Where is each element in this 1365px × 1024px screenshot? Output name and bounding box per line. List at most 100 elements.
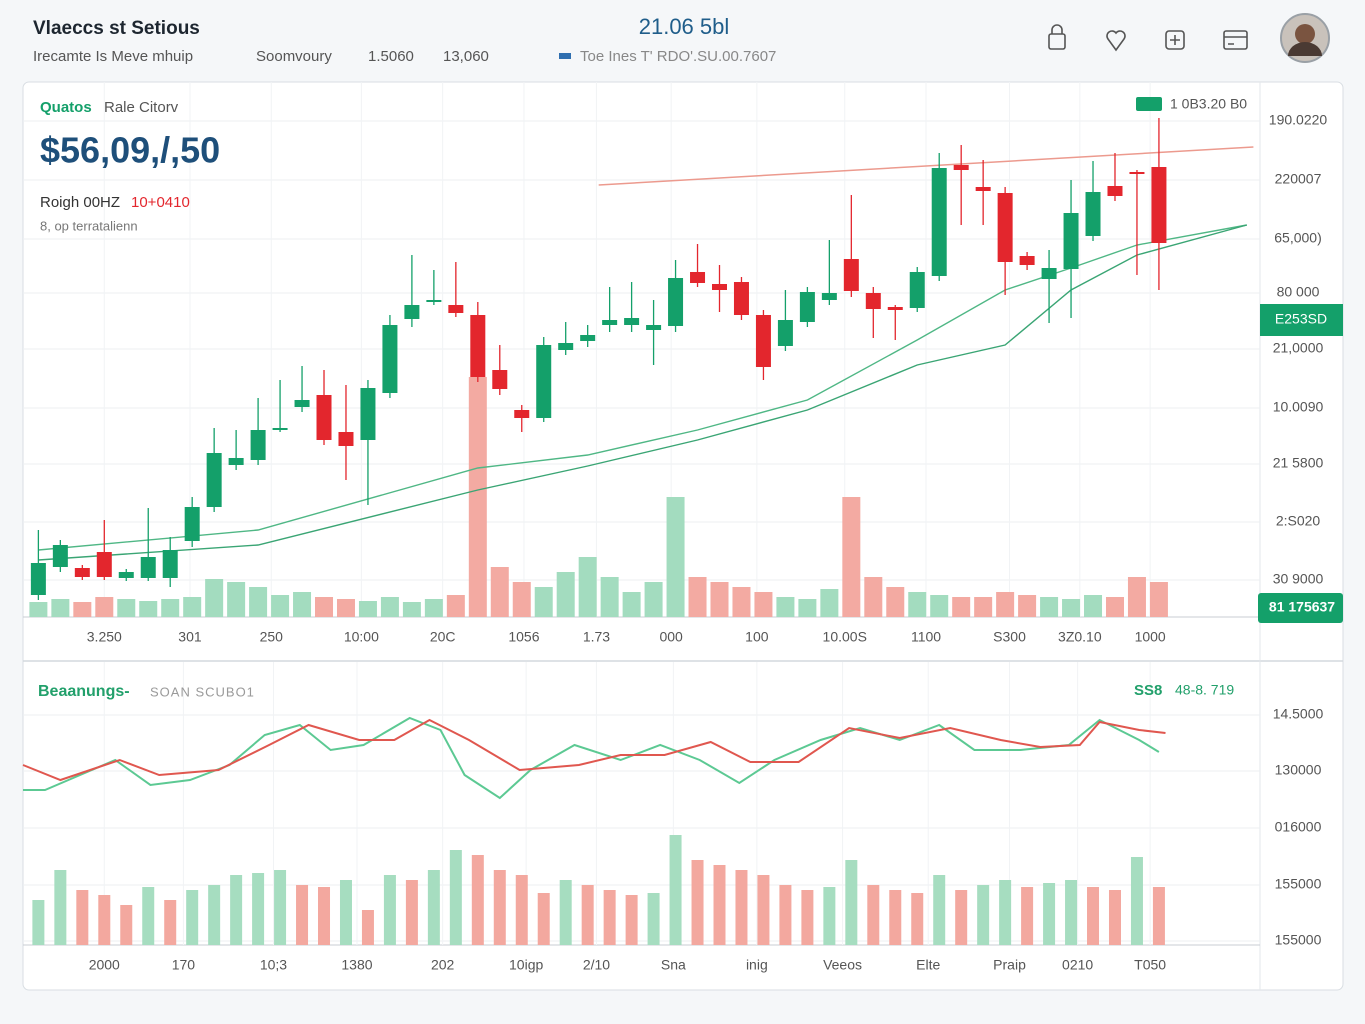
y-tick-label: 155000 bbox=[1275, 876, 1322, 892]
indicator-bar bbox=[339, 880, 352, 945]
indicator-line bbox=[22, 718, 1166, 782]
candle-body bbox=[931, 168, 947, 276]
volume-bar bbox=[534, 587, 553, 617]
volume-bar bbox=[380, 597, 399, 617]
indicator-bar bbox=[1087, 887, 1100, 945]
candle-body bbox=[492, 370, 508, 389]
x-tick-label: 1380 bbox=[341, 957, 372, 973]
x-tick-label: 0210 bbox=[1062, 957, 1093, 973]
indicator-bar bbox=[691, 860, 704, 945]
volume-bar bbox=[1062, 599, 1081, 617]
volume-bar bbox=[271, 595, 290, 617]
volume-bar bbox=[139, 601, 158, 617]
center-value: 21.06 5bl bbox=[639, 14, 730, 39]
avatar-head bbox=[1295, 24, 1315, 44]
candle-body bbox=[316, 395, 332, 440]
y-tick-label: 14.5000 bbox=[1273, 706, 1324, 722]
volume-bar bbox=[73, 602, 92, 617]
legend-key: SS8 bbox=[1134, 682, 1162, 699]
x-tick-label: 20C bbox=[430, 629, 456, 645]
y-tick-label: 30 9000 bbox=[1273, 571, 1324, 587]
avatar-body bbox=[1288, 42, 1322, 56]
volume-bar bbox=[227, 582, 246, 617]
app-title: Vlaeccs st Setious bbox=[33, 18, 200, 39]
indicator-bar bbox=[911, 893, 924, 945]
x-tick-label: 170 bbox=[172, 957, 196, 973]
x-tick-label: 10:00 bbox=[344, 629, 379, 645]
icon-add[interactable] bbox=[1165, 30, 1185, 50]
candle-body bbox=[382, 325, 398, 393]
candle-body bbox=[777, 320, 793, 346]
indicator-bar bbox=[867, 885, 880, 945]
indicator-bar bbox=[98, 895, 111, 945]
candle-body bbox=[755, 315, 771, 367]
avatar[interactable] bbox=[1280, 13, 1330, 63]
candle-body bbox=[1041, 268, 1057, 279]
candle-body bbox=[74, 568, 90, 577]
candle-body bbox=[953, 165, 969, 170]
volume-bar bbox=[996, 592, 1015, 617]
note: 8, op terratalienn bbox=[40, 218, 138, 233]
volume-bar bbox=[600, 577, 619, 617]
indicator-bar bbox=[54, 870, 67, 945]
chart-title: Rale Citorv bbox=[104, 99, 179, 116]
indicator-chart bbox=[22, 716, 1166, 945]
indicator-bar bbox=[32, 900, 45, 945]
change-label: Roigh 00HZ bbox=[40, 194, 120, 211]
candle-body bbox=[338, 432, 354, 446]
indicator-bar bbox=[449, 850, 462, 945]
x-tick-label: 1056 bbox=[508, 629, 539, 645]
grid bbox=[23, 662, 1260, 945]
indicator-bar bbox=[208, 885, 221, 945]
indicator-bar bbox=[76, 890, 89, 945]
icon-card[interactable] bbox=[1223, 30, 1248, 50]
x-tick-label: 10igp bbox=[509, 957, 543, 973]
last-tag-label: 81 175637 bbox=[1269, 599, 1335, 615]
volume-bar bbox=[205, 579, 224, 617]
candle-body bbox=[294, 400, 310, 407]
candle-body bbox=[1063, 213, 1079, 269]
x-tick-label: Veeos bbox=[823, 957, 862, 973]
candle-body bbox=[1129, 172, 1145, 174]
icon-bag[interactable] bbox=[1048, 24, 1066, 50]
moving-average bbox=[38, 224, 1247, 561]
y-tick-label: 65,000) bbox=[1274, 230, 1321, 246]
volume-bar bbox=[556, 572, 575, 617]
candle-body bbox=[799, 292, 815, 322]
indicator-bar bbox=[647, 893, 660, 945]
candle-body bbox=[140, 557, 156, 578]
candle-body bbox=[865, 293, 881, 309]
candle-body bbox=[470, 315, 486, 377]
indicator-title: Beaanungs- bbox=[38, 683, 130, 700]
volume-bar bbox=[1040, 597, 1059, 617]
indicator-bar bbox=[515, 875, 528, 945]
volume-bar bbox=[1105, 597, 1124, 617]
y-tick-label: 130000 bbox=[1275, 762, 1322, 778]
indicator-bar bbox=[801, 890, 814, 945]
y-tick-label: 2:S020 bbox=[1276, 513, 1321, 529]
indicator-bar bbox=[252, 873, 265, 945]
indicator-bar bbox=[977, 885, 990, 945]
candle-body bbox=[96, 552, 112, 577]
badge-label: 1 0B3.20 B0 bbox=[1170, 96, 1247, 112]
icon-alert[interactable] bbox=[1106, 30, 1126, 52]
brand: Quatos bbox=[40, 99, 92, 116]
volume-bar bbox=[974, 597, 993, 617]
volume-bar bbox=[512, 582, 531, 617]
candle-body bbox=[909, 272, 925, 308]
indicator-bar bbox=[1152, 887, 1165, 945]
indicator-bar bbox=[186, 890, 199, 945]
candle-body bbox=[30, 563, 46, 595]
indicator-bar bbox=[383, 875, 396, 945]
x-tick-label: Elte bbox=[916, 957, 940, 973]
candle-body bbox=[843, 259, 859, 291]
volume-bar bbox=[930, 595, 949, 617]
indicator-bar bbox=[142, 887, 155, 945]
candle-body bbox=[580, 335, 596, 341]
volume-bar bbox=[710, 582, 729, 617]
legend-swatch bbox=[559, 53, 571, 59]
volume-bar bbox=[842, 497, 861, 617]
x-tick-label: 250 bbox=[260, 629, 284, 645]
candle-body bbox=[228, 458, 244, 465]
